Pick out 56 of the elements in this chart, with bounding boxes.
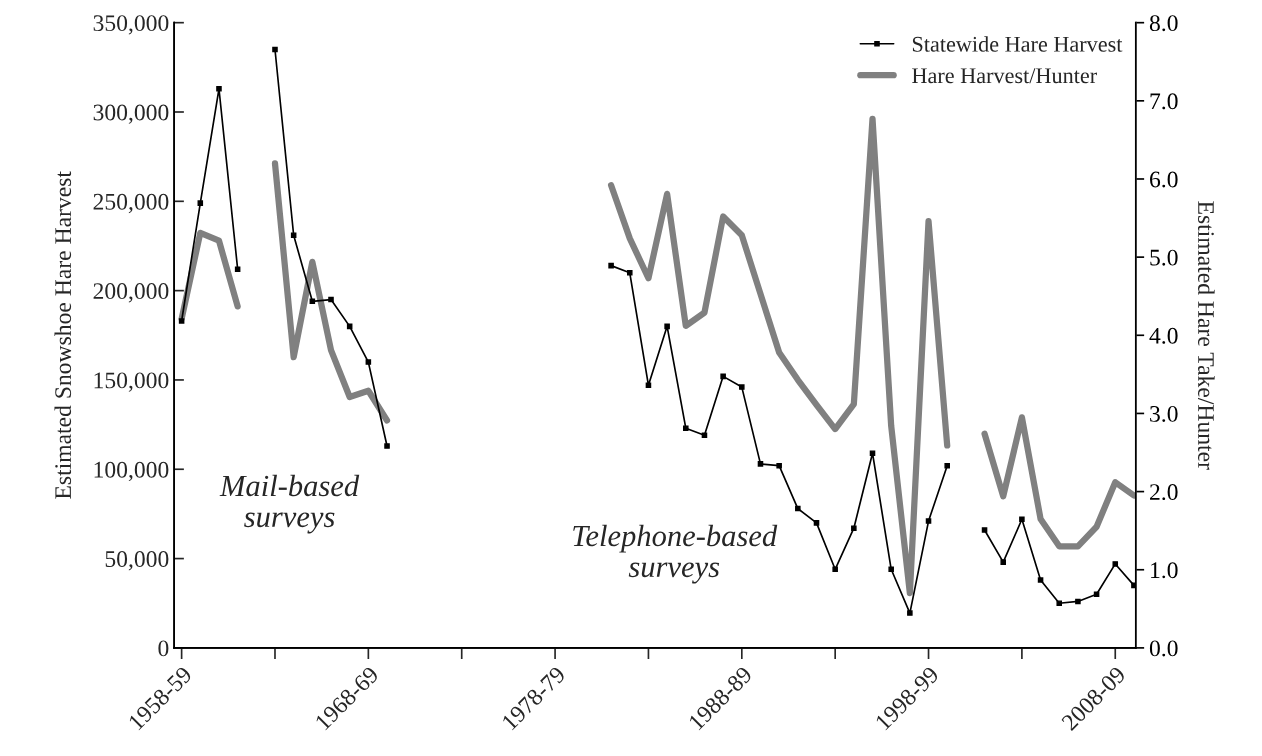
y2-tick-label: 1.0 <box>1151 562 1178 579</box>
point <box>851 525 857 531</box>
point <box>328 296 334 303</box>
y-tick-label: 200,000 <box>93 283 169 303</box>
y2-axis-title: Estimated Hare Take/Hunter <box>1198 201 1215 470</box>
point <box>1019 516 1025 523</box>
y2-tick-label: 3.0 <box>1150 405 1178 422</box>
y-tick-label: 300,000 <box>93 104 169 124</box>
point <box>664 323 670 330</box>
point <box>608 262 614 269</box>
point <box>776 462 782 469</box>
point <box>1037 577 1044 583</box>
point <box>944 462 950 469</box>
y2-tick-label: 7.0 <box>1150 93 1178 110</box>
point <box>1112 561 1119 567</box>
point <box>720 373 726 380</box>
point <box>888 566 894 573</box>
point <box>365 359 372 365</box>
point <box>907 610 913 616</box>
y2-tick-label: 4.0 <box>1149 327 1178 344</box>
point <box>1000 559 1007 565</box>
point <box>384 443 390 449</box>
point <box>757 461 764 467</box>
point <box>178 318 185 324</box>
y-tick-label: 0 <box>158 640 169 657</box>
point <box>813 520 820 526</box>
y2-tick-label: 6.0 <box>1150 171 1178 188</box>
annotation: Telephone-based surveys <box>573 524 778 584</box>
y-tick-label: 100,000 <box>94 461 169 482</box>
point <box>869 450 876 456</box>
y2-tick-label: 0.0 <box>1149 640 1178 657</box>
point <box>272 46 278 53</box>
point <box>1056 600 1063 607</box>
legend-label: Statewide Hare Harvest <box>912 36 1123 52</box>
point <box>795 505 801 512</box>
y2-tick-label: 2.0 <box>1150 484 1178 501</box>
point <box>683 425 689 431</box>
y-axis-title: Estimated Snowshoe Hare Harvest <box>54 171 72 499</box>
y2-tick-label: 8.0 <box>1149 15 1178 32</box>
point <box>832 566 838 573</box>
point <box>234 266 241 272</box>
point <box>216 85 222 92</box>
legend-label: Hare Harvest/Hunter <box>912 68 1097 84</box>
y2-tick-label: 5.0 <box>1150 249 1178 266</box>
y-tick-label: 50,000 <box>105 551 169 571</box>
y-tick-label: 250,000 <box>93 193 169 214</box>
y-tick-label: 150,000 <box>94 372 169 392</box>
point <box>739 384 745 390</box>
y-tick-label: 350,000 <box>93 15 169 35</box>
point <box>981 527 988 533</box>
point <box>925 518 932 524</box>
annotation: Mail-based surveys <box>219 474 360 534</box>
point <box>290 232 297 239</box>
point <box>626 269 633 276</box>
point <box>197 200 204 206</box>
point <box>1075 598 1081 605</box>
